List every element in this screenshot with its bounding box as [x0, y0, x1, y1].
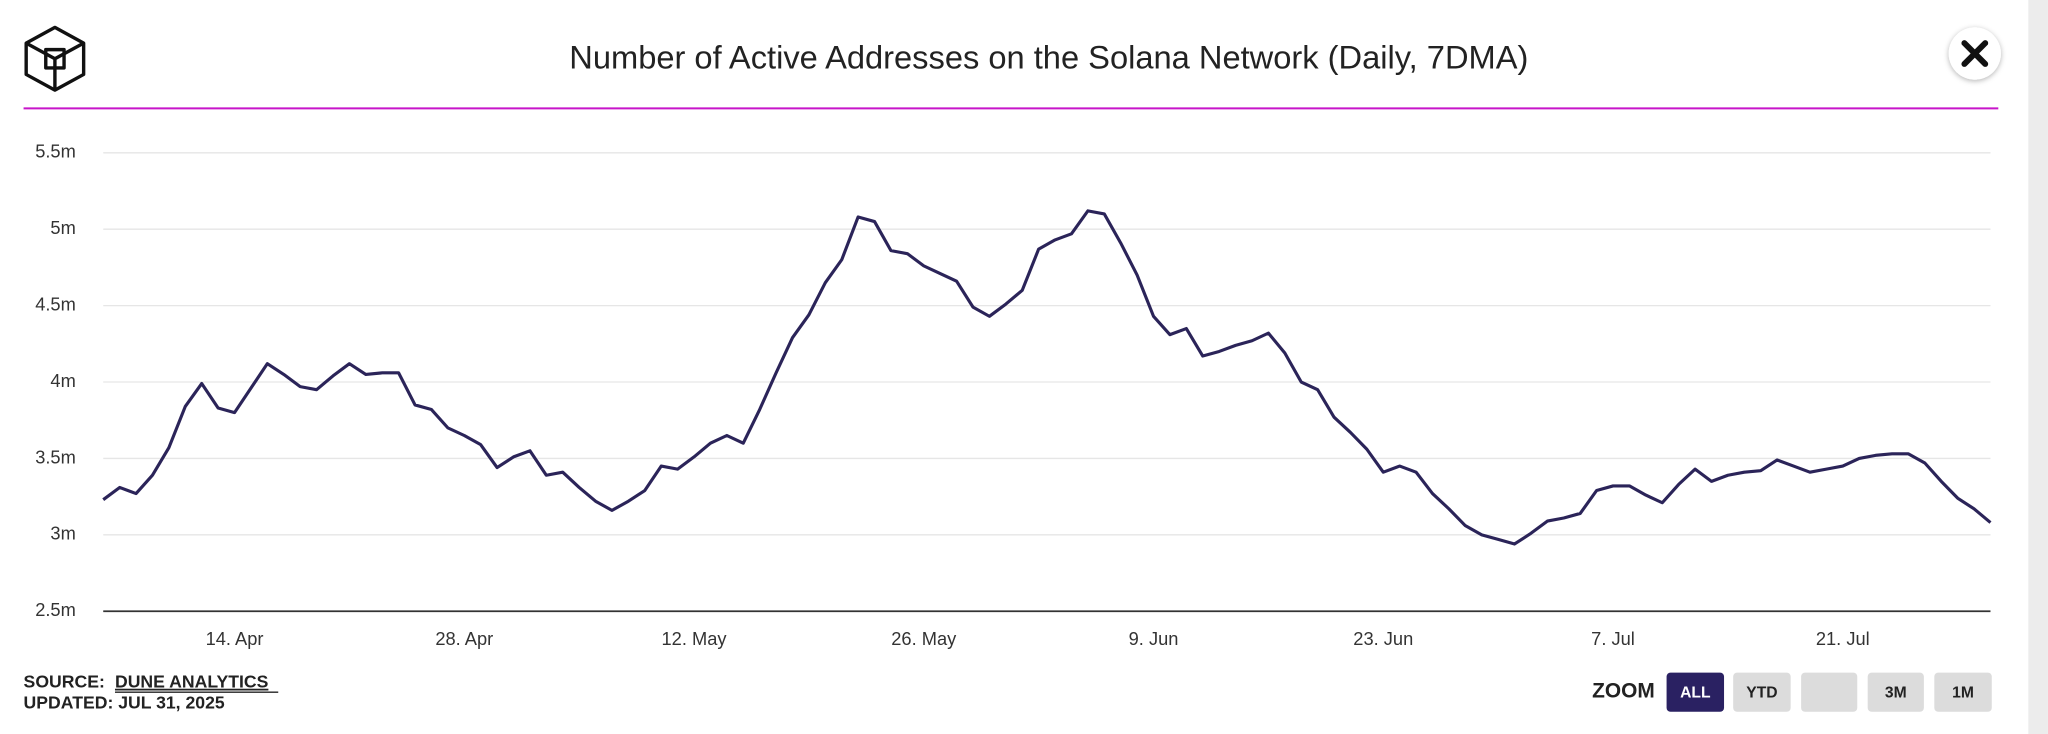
x-tick-label: 28. Apr — [435, 628, 493, 649]
x-tick-label: 26. May — [891, 628, 957, 649]
y-tick-label: 3.5m — [35, 446, 76, 467]
chart-title: Number of Active Addresses on the Solana… — [569, 39, 1528, 76]
zoom-button-label[interactable]: 3M — [1885, 685, 1907, 702]
x-tick-label: 7. Jul — [1591, 628, 1635, 649]
zoom-button[interactable] — [1934, 672, 1992, 712]
zoom-button-label[interactable]: YTD — [1746, 685, 1777, 702]
source-label: SOURCE: — [24, 672, 105, 692]
y-tick-label: 5m — [50, 217, 75, 238]
zoom-button[interactable] — [1666, 672, 1725, 712]
zoom-label: ZOOM — [1592, 680, 1655, 703]
updated: UPDATED: JUL 31, 2025 — [24, 693, 225, 713]
y-tick-label: 5.5m — [35, 141, 76, 162]
x-tick-label: 21. Jul — [1816, 628, 1870, 649]
zoom-button[interactable] — [1801, 672, 1858, 712]
y-tick-label: 2.5m — [35, 599, 76, 620]
x-tick-label: 12. May — [662, 628, 728, 649]
data-line — [102, 209, 1992, 546]
zoom-button-label[interactable]: ALL — [1680, 685, 1711, 702]
logo — [24, 25, 86, 92]
x-tick-label: 14. Apr — [206, 628, 264, 649]
close-button[interactable] — [1948, 27, 2001, 80]
y-tick-label: 3m — [50, 523, 75, 544]
y-tick-label: 4m — [50, 370, 75, 391]
zoom-button-label[interactable]: 1M — [1952, 685, 1974, 702]
x-tick-label: 23. Jun — [1353, 628, 1413, 649]
zoom-button[interactable] — [1867, 672, 1924, 712]
x-tick-label: 9. Jun — [1129, 628, 1179, 649]
y-tick-label: 4.5m — [35, 293, 76, 314]
scrollbar — [2028, 0, 2048, 734]
close-icon[interactable] — [1961, 40, 1989, 67]
zoom-button[interactable] — [1733, 672, 1791, 712]
source-link[interactable]: DUNE ANALYTICS — [115, 672, 269, 692]
